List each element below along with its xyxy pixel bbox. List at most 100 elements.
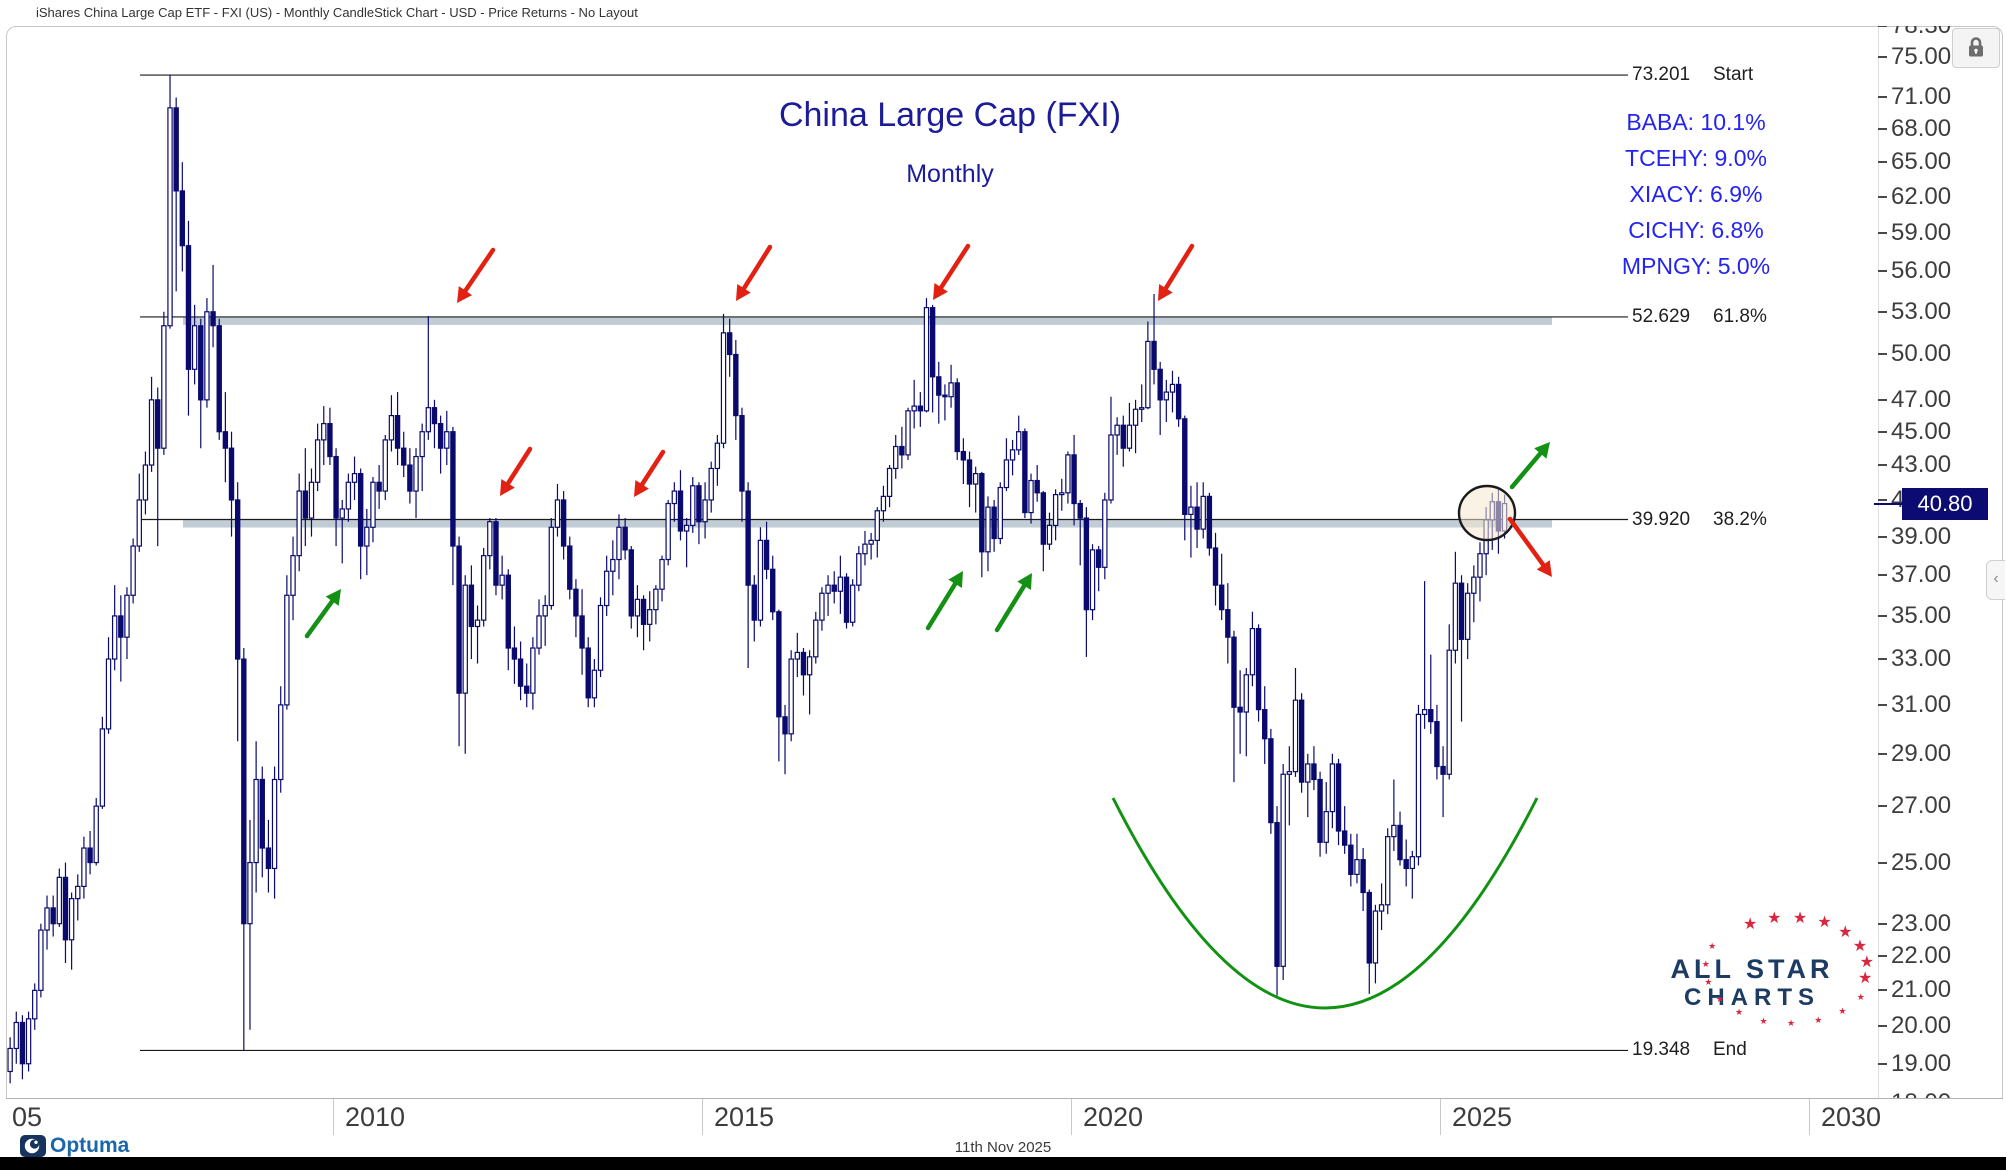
allstarcharts-logo: ALL STAR CHARTS ★ ★ ★ ★ ★ ★ ★ ★ ★ ★ ★ ★ ★ ★ ★ ★ ★ ★ [1662, 910, 1922, 1029]
candlestick [1280, 763, 1286, 980]
fib-tag-label: Start [1713, 64, 1754, 86]
candlestick [388, 395, 395, 452]
time-axis[interactable]: 05 2010 2015 2020 2025 2030 [6, 1098, 2003, 1136]
candlestick [966, 451, 973, 508]
candlestick [677, 470, 684, 541]
y-tick-mark [1878, 498, 1887, 501]
candlestick [1464, 583, 1471, 660]
candlestick [253, 741, 259, 893]
candlestick [517, 641, 524, 701]
candlestick [1151, 294, 1157, 385]
candlestick [659, 555, 665, 602]
candlestick [837, 555, 844, 614]
candlestick [1071, 434, 1077, 526]
candlestick [524, 663, 530, 708]
fib-price-label: 19.348 [1632, 1039, 1691, 1061]
candlestick [1477, 542, 1483, 602]
candlestick [1212, 532, 1219, 606]
star-icon: ★ [1786, 1018, 1796, 1029]
red-arrow-icon [457, 247, 496, 303]
chart-subtitle: Monthly [906, 160, 994, 188]
y-tick-label: 71.00 [1891, 83, 1952, 111]
candlestick [1434, 704, 1440, 780]
candlestick [419, 423, 425, 492]
candlestick [56, 868, 63, 927]
candlestick [191, 304, 198, 385]
candlestick [308, 468, 315, 537]
candlestick [979, 471, 985, 578]
candlestick [776, 609, 782, 762]
candlestick [296, 473, 302, 572]
candlestick [370, 477, 376, 543]
star-icon: ★ [1734, 1007, 1744, 1018]
candlestick [216, 318, 222, 440]
y-tick-mark [1878, 535, 1887, 538]
axis-lock-button[interactable] [1952, 28, 2000, 68]
y-tick-mark [1878, 861, 1887, 864]
last-price-badge: 40.80 [1902, 487, 1988, 520]
candlestick [456, 536, 462, 747]
candlestick [831, 571, 837, 604]
star-icon: ★ [1838, 1006, 1847, 1017]
candlestick [314, 423, 321, 492]
chart-title: China Large Cap (FXI) [778, 96, 1122, 134]
candlestick [118, 595, 124, 682]
candlestick [1003, 438, 1010, 492]
candlestick [683, 518, 690, 568]
candlestick [1095, 546, 1102, 592]
candlestick [234, 482, 241, 742]
candlestick [247, 819, 253, 1030]
candlestick [751, 575, 757, 642]
candlestick [782, 704, 788, 775]
candlestick [579, 589, 585, 675]
candlestick [333, 448, 339, 547]
candlestick [942, 384, 948, 421]
y-tick-label: 39.00 [1891, 522, 1952, 550]
optuma-wordmark: Optuma [50, 1134, 130, 1157]
candlestick [813, 611, 819, 664]
rounding-bottom-arc [1111, 797, 1539, 1010]
candlestick [1022, 428, 1028, 519]
candlestick [487, 518, 493, 570]
panel-collapse-button[interactable]: ‹ [1986, 560, 2005, 600]
y-tick-mark [1878, 574, 1887, 577]
holding-item: MPNGY: 5.0% [1621, 253, 1771, 279]
y-tick-label: 56.00 [1891, 257, 1952, 285]
candlestick [530, 637, 536, 710]
star-icon: ★ [1792, 909, 1808, 927]
candlestick [1139, 384, 1145, 423]
candlestick [800, 648, 807, 696]
candlestick [38, 923, 44, 998]
candlestick [788, 650, 794, 742]
allstarcharts-logo-line1: ALL STAR [1670, 954, 1834, 984]
y-tick-label: 22.00 [1891, 942, 1952, 970]
candlestick [726, 318, 733, 377]
candlestick [1102, 492, 1108, 580]
candlestick [480, 547, 487, 627]
y-tick-mark [1878, 464, 1887, 467]
candlestick [271, 766, 278, 899]
candlestick [757, 527, 764, 627]
y-tick-label: 35.00 [1891, 601, 1952, 629]
plot-axis-separator [1878, 27, 1879, 1098]
candlestick [474, 605, 481, 664]
candlestick [1249, 611, 1256, 687]
candlestick [702, 482, 708, 539]
candlestick [32, 983, 38, 1030]
candlestick [265, 819, 272, 893]
y-tick-label: 45.00 [1891, 417, 1952, 445]
chart-titlebar-text: iShares China Large Cap ETF - FXI (US) -… [36, 5, 638, 20]
candlestick [450, 426, 456, 586]
x-tick-mark [333, 1099, 334, 1136]
candlestick [345, 473, 352, 522]
red-arrow-icon [1507, 516, 1552, 577]
candlestick [1421, 581, 1428, 729]
candlestick [1262, 686, 1268, 764]
footer-bar: 11th Nov 2025 Optuma [0, 1134, 2006, 1157]
candlestick [413, 448, 419, 519]
candlestick [862, 530, 868, 566]
candlestick [401, 431, 407, 478]
star-icon: ★ [1743, 915, 1758, 933]
window-titlebar: iShares China Large Cap ETF - FXI (US) -… [0, 0, 2006, 26]
